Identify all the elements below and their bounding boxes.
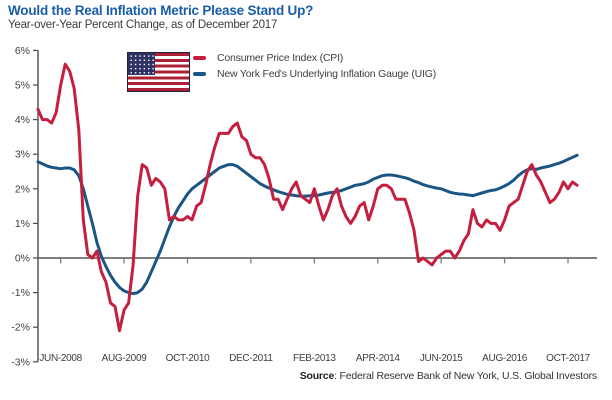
legend-item-uig: New York Fed's Underlying Inflation Gaug… <box>193 67 436 81</box>
x-tick-label: AUG-2009 <box>102 353 148 364</box>
cpi-line <box>36 62 579 333</box>
y-tick-label: -1% <box>11 287 30 299</box>
y-tick-label: 3% <box>15 149 30 161</box>
source-note: Source: Federal Reserve Bank of New York… <box>299 370 598 382</box>
chart-subtitle: Year-over-Year Percent Change, as of Dec… <box>8 19 278 31</box>
y-tick-label: -3% <box>11 356 30 368</box>
chart-title: Would the Real Inflation Metric Please S… <box>8 3 314 18</box>
source-text: : Federal Reserve Bank of New York, U.S.… <box>334 370 597 382</box>
y-tick-label: 2% <box>15 183 30 195</box>
source-label: Source <box>299 370 335 382</box>
y-tick-label: 4% <box>15 114 30 126</box>
uig-line <box>36 153 579 296</box>
us-flag-icon <box>127 52 190 92</box>
uig-line-swatch <box>193 72 206 76</box>
x-tick-label: APR-2014 <box>356 353 400 364</box>
x-tick-label: OCT-2010 <box>166 353 210 364</box>
cpi-legend-label: Consumer Price Index (CPI) <box>217 52 344 64</box>
legend-item-cpi: Consumer Price Index (CPI) <box>193 51 343 65</box>
us-flag-canton <box>128 53 155 75</box>
x-tick-label: DEC-2011 <box>229 353 273 364</box>
x-tick-label: FEB-2013 <box>293 353 336 364</box>
x-tick-label: OCT-2017 <box>546 353 590 364</box>
x-tick-label: JUN-2015 <box>420 353 463 364</box>
y-tick-label: 6% <box>15 45 30 57</box>
cpi-line-swatch <box>193 56 206 60</box>
y-tick-label: 0% <box>15 253 30 265</box>
x-tick-label: AUG-2016 <box>482 353 528 364</box>
y-tick-label: 1% <box>15 218 30 230</box>
x-tick-label: JUN-2008 <box>39 353 82 364</box>
y-tick-label: -2% <box>11 322 30 334</box>
y-tick-label: 5% <box>15 80 30 92</box>
uig-legend-label: New York Fed's Underlying Inflation Gaug… <box>217 68 437 80</box>
